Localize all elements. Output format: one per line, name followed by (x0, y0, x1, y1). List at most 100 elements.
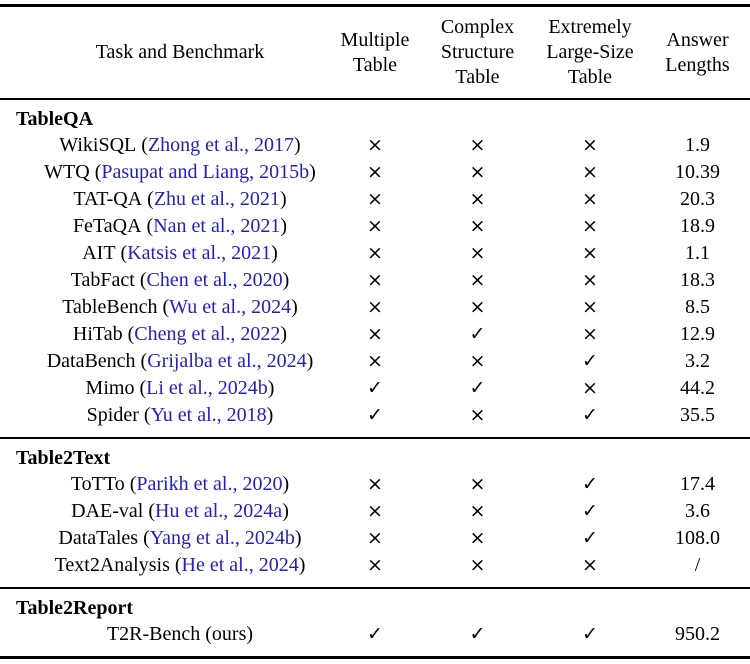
paren-open: ( (139, 269, 147, 291)
table-row: WikiSQL (Zhong et al., 2017) × × × 1.9 (0, 132, 750, 159)
answer-length-cell: 18.9 (680, 215, 715, 237)
mark-cell-multiple: × (367, 527, 383, 549)
citation-link[interactable]: Zhu et al., 2021 (153, 188, 280, 210)
paren-open: ( (147, 188, 154, 210)
citation-link[interactable]: Wu et al., 2024 (169, 296, 292, 318)
table-row: TabFact (Chen et al., 2020) × × × 18.3 (0, 267, 750, 294)
citation-link[interactable]: Nan et al., 2021 (153, 215, 281, 237)
paren-close: ) (279, 188, 287, 210)
benchmark-name: ToTTo (70, 473, 125, 495)
mark-cell-large: × (582, 215, 598, 237)
benchmark-name: AIT (82, 242, 116, 264)
section-title-row: TableQA (0, 99, 750, 132)
table-row: DAE-val (Hu et al., 2024a) × × ✓ 3.6 (0, 498, 750, 525)
benchmark-cell: AIT (Katsis et al., 2021) (0, 240, 330, 267)
column-header-multiple-table: Multiple Table (340, 28, 410, 76)
mark-cell-complex: ✓ (469, 323, 486, 345)
paren-open: ( (141, 134, 148, 156)
answer-length-cell: 1.9 (685, 134, 710, 156)
mark-cell-complex: × (469, 404, 486, 426)
benchmark-cell: ToTTo (Parikh et al., 2020) (0, 471, 330, 498)
benchmark-name: Text2Analysis (54, 554, 170, 576)
table-row: WTQ (Pasupat and Liang, 2015b) × × × 10.3… (0, 159, 750, 186)
answer-length-cell: / (694, 554, 701, 576)
paren-open: ( (143, 404, 151, 426)
paren-close: ) (294, 527, 302, 549)
paren-close: ) (282, 500, 289, 522)
mark-cell-complex: × (469, 269, 486, 291)
citation-link[interactable]: Yu et al., 2018 (150, 404, 267, 426)
benchmark-cell: WTQ (Pasupat and Liang, 2015b) (0, 159, 330, 186)
table-row: TAT-QA (Zhu et al., 2021) × × × 20.3 (0, 186, 750, 213)
answer-length-cell: 1.1 (685, 242, 710, 264)
citation-link[interactable]: Cheng et al., 2022 (134, 323, 281, 345)
benchmark-name: WikiSQL (59, 134, 137, 156)
benchmark-cell: Mimo (Li et al., 2024b) (0, 375, 330, 402)
paren-open: ( (162, 296, 170, 318)
citation-link[interactable]: Hu et al., 2024a (155, 500, 283, 522)
paren-close: ) (266, 404, 274, 426)
benchmark-cell: TAT-QA (Zhu et al., 2021) (0, 186, 330, 213)
mark-cell-complex: ✓ (469, 377, 486, 399)
mark-cell-large: × (582, 188, 598, 210)
mark-cell-multiple: × (367, 296, 383, 318)
citation-link[interactable]: Grijalba et al., 2024 (147, 350, 307, 372)
benchmark-name: FeTaQA (72, 215, 142, 237)
mark-cell-complex: × (469, 473, 486, 495)
paren-close: ) (306, 350, 314, 372)
citation-link[interactable]: Katsis et al., 2021 (127, 242, 272, 264)
citation-link[interactable]: Yang et al., 2024b (149, 527, 295, 549)
mark-cell-large: × (582, 161, 598, 183)
citation-link[interactable]: Zhong et al., 2017 (147, 134, 295, 156)
paren-close: ) (282, 473, 290, 495)
paren-close: ) (246, 623, 254, 645)
paren-open: ( (148, 500, 155, 522)
benchmark-cell: Text2Analysis (He et al., 2024) (0, 552, 330, 588)
mark-cell-multiple: × (367, 188, 383, 210)
column-header-answer-lengths: Answer Lengths (665, 28, 730, 76)
table-row: DataTales (Yang et al., 2024b) × × ✓ 108.… (0, 525, 750, 552)
table-row: Mimo (Li et al., 2024b) ✓ ✓ × 44.2 (0, 375, 750, 402)
table-row: Text2Analysis (He et al., 2024) × × × / (0, 552, 750, 588)
mark-cell-complex: × (469, 134, 486, 156)
mark-cell-complex: × (469, 161, 486, 183)
answer-length-cell: 20.3 (680, 188, 715, 210)
benchmark-name: WTQ (44, 161, 90, 183)
answer-length-cell: 17.4 (680, 473, 715, 495)
mark-cell-multiple: × (367, 554, 383, 576)
benchmark-name: TabFact (70, 269, 135, 291)
mark-cell-large: × (582, 296, 598, 318)
citation-link[interactable]: He et al., 2024 (181, 554, 299, 576)
mark-cell-multiple: × (367, 323, 383, 345)
citation-link[interactable]: Parikh et al., 2020 (136, 473, 283, 495)
mark-cell-large: ✓ (582, 500, 598, 522)
citation-link[interactable]: Chen et al., 2020 (146, 269, 283, 291)
benchmark-cell: FeTaQA (Nan et al., 2021) (0, 213, 330, 240)
table-row: ToTTo (Parikh et al., 2020) × × ✓ 17.4 (0, 471, 750, 498)
benchmark-name: T2R-Bench (106, 623, 201, 645)
benchmark-name: DataTales (58, 527, 139, 549)
mark-cell-large: ✓ (582, 404, 598, 426)
paren-open: ( (140, 350, 148, 372)
mark-cell-large: ✓ (582, 350, 598, 372)
citation-link[interactable]: Pasupat and Liang, 2015b (101, 161, 310, 183)
paren-close: ) (267, 377, 275, 399)
table-row: T2R-Bench (ours) ✓ ✓ ✓ 950.2 (0, 621, 750, 658)
citation-link[interactable]: Li et al., 2024b (146, 377, 268, 399)
answer-length-cell: 12.9 (680, 323, 715, 345)
mark-cell-large: × (582, 323, 598, 345)
answer-length-cell: 108.0 (675, 527, 720, 549)
mark-cell-complex: × (469, 527, 486, 549)
section-title: Table2Report (16, 597, 134, 619)
mark-cell-large: × (582, 269, 598, 291)
mark-cell-complex: × (469, 500, 486, 522)
paren-close: ) (294, 134, 301, 156)
mark-cell-multiple: × (367, 215, 383, 237)
benchmark-cell: Spider (Yu et al., 2018) (0, 402, 330, 438)
benchmark-cell: TabFact (Chen et al., 2020) (0, 267, 330, 294)
mark-cell-large: × (582, 242, 598, 264)
paren-open: ( (174, 554, 182, 576)
mark-cell-multiple: ✓ (367, 404, 383, 426)
mark-cell-multiple: × (367, 500, 383, 522)
paren-close: ) (280, 323, 288, 345)
